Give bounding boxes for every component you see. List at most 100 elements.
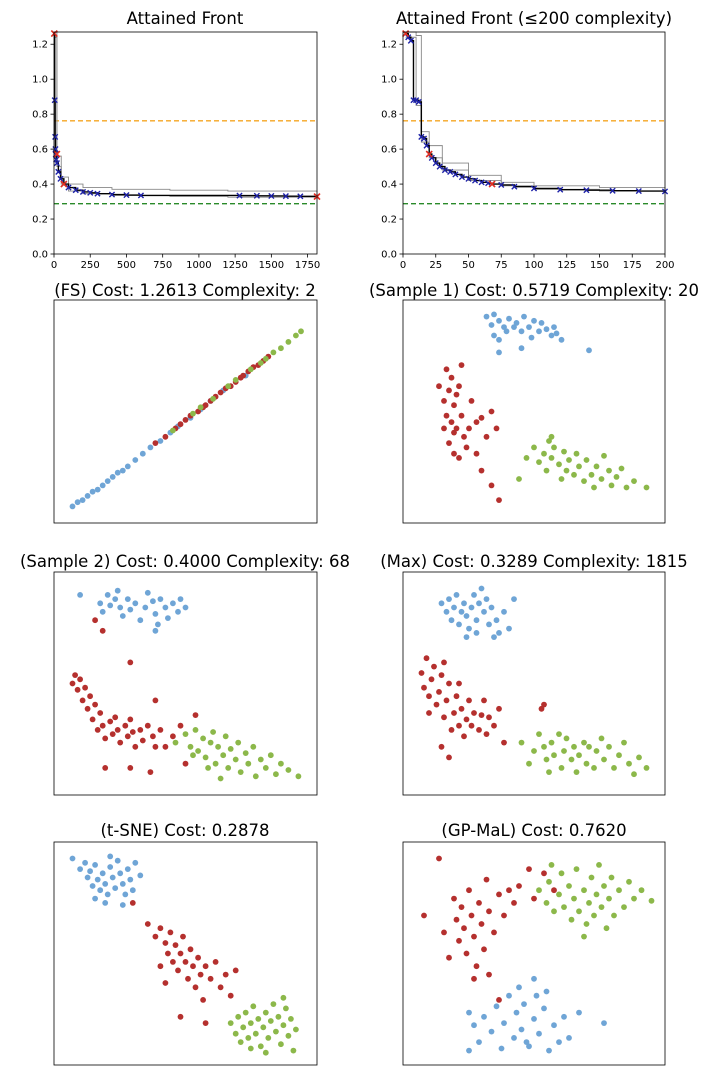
scatter-point [170,600,176,607]
scatter-point [571,895,577,902]
scatter-point [182,417,189,423]
scatter-point [144,589,151,596]
scatter-point [528,334,535,341]
scatter-point [124,596,131,602]
scatter-point [195,408,202,415]
scatter-point [260,1024,267,1031]
scatter-point [573,450,580,457]
y-tick-label: 0.4 [381,180,397,191]
scatter-point [483,433,490,440]
scatter-point [205,765,212,771]
scatter-point [461,925,467,932]
scatter-point [157,596,164,602]
scatter-point [170,733,176,740]
scatter-point [538,705,545,712]
y-tick-label: 0.0 [381,250,397,261]
x-tick-label: 125 [557,260,576,271]
scatter-point [197,971,204,978]
scatter-point [162,743,169,750]
front-point [465,175,472,182]
scatter-point [222,971,229,978]
front-point [635,187,642,195]
scatter-point [563,467,570,474]
scatter-point [476,727,482,733]
scatter-point [245,760,252,767]
scatter-points [69,853,299,1056]
scatter-point [536,887,542,894]
front-point [452,171,459,178]
scatter-point [182,760,189,767]
scatter-point [468,912,475,919]
scatter-point [433,701,440,708]
highlight-point [60,180,68,188]
plot-frame [53,299,318,524]
front-point [498,181,505,189]
scatter-point [79,697,86,704]
scatter-point [257,1043,264,1050]
highlight-point [425,150,433,158]
scatter-point [586,743,592,750]
scatter-point [611,765,617,771]
scatter-point [461,433,467,440]
scatter-point [476,900,482,906]
plot-title: (t-SNE) Cost: 0.2878 [100,821,269,840]
front-point [108,191,116,198]
front-point [441,166,449,174]
scatter-point [192,727,199,733]
scatter-point [247,366,254,373]
scatter-point [242,1009,249,1016]
fs-scatter-plot: (FS) Cost: 1.2613 Complexity: 2 [53,281,318,524]
plot-title: (Sample 1) Cost: 0.5719 Complexity: 20 [369,281,699,300]
scatter-point [556,731,562,737]
scatter-point [446,440,452,446]
scatter-point [137,617,144,624]
attained-front-plot: Attained Front 0 250 500 750 1000 1250 1500 175… [32,9,321,271]
scatter-point [526,866,532,872]
front-point [407,37,414,44]
scatter-points [69,328,304,510]
scatter-point [511,596,517,602]
scatter-point [152,611,159,617]
front-point [282,193,289,200]
scatter-point [129,900,136,906]
scatter-point [152,933,159,940]
scatter-point [566,457,572,463]
scatter-point [97,600,104,607]
scatter-point [603,925,610,932]
scatter-point [576,752,582,759]
x-tick-label: 1500 [259,260,284,271]
front-point [268,192,275,200]
scatter-point [583,457,590,463]
front-point [478,179,485,186]
scatter-point [119,467,126,474]
plot-marks [402,29,669,205]
scatter-point [548,739,555,746]
x-tick-label: 1250 [222,260,247,271]
scatter-point [546,1047,552,1054]
scatter-point [92,701,98,708]
scatter-point [458,705,465,712]
front-point [123,191,130,199]
scatter-point [541,701,547,708]
scatter-point [476,1039,482,1045]
scatter-point [242,750,249,756]
scatter-point [99,627,106,634]
scatter-point [453,592,460,598]
scatter-point [501,324,507,330]
scatter-point [157,963,164,970]
scatter-point [267,1018,274,1024]
plot-frame [402,841,666,1066]
front-point [52,133,59,140]
scatter-point [436,383,442,390]
scatter-point [247,1045,254,1052]
scatter-point [114,727,121,733]
scatter-point [210,729,217,735]
scatter-point [132,600,139,607]
x-tick-label: 0 [51,260,57,271]
scatter-point [107,602,114,609]
x-tick-label: 75 [495,260,508,271]
attained-front-200-plot: Attained Front (≤200 complexity) 0 25 50 75… [381,9,674,271]
scatter-point [531,1016,537,1022]
scatter-point [496,705,502,712]
x-tick-label: 750 [153,260,172,271]
